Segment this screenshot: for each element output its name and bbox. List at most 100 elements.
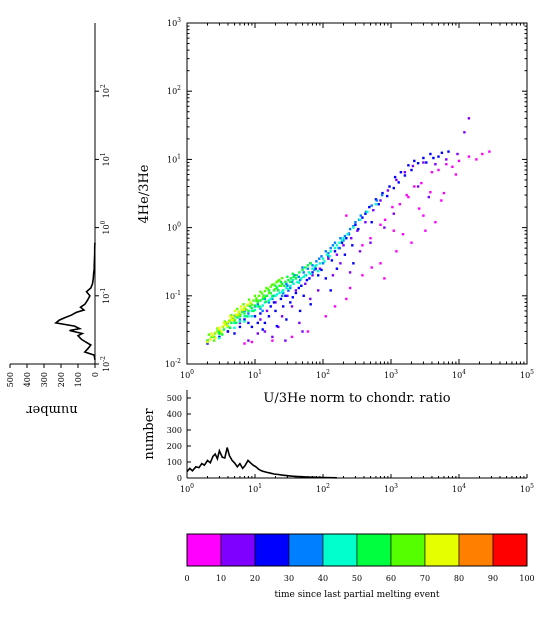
scatter-point [247, 312, 250, 315]
scatter-point [256, 305, 259, 308]
scatter-point [377, 203, 380, 206]
scatter-point [298, 271, 301, 274]
scatter-point [277, 325, 280, 329]
scatter-point [388, 185, 391, 188]
left-hist-y-tick-label: 10-2 [100, 356, 111, 372]
scatter-point [271, 339, 274, 342]
scatter-point [381, 191, 384, 195]
bottom-hist-line [186, 447, 337, 479]
scatter-point [333, 246, 337, 250]
scatter-point [293, 274, 296, 277]
scatter-point [333, 305, 337, 308]
scatter-point [335, 253, 339, 256]
scatter-point [259, 306, 262, 309]
scatter-point [222, 321, 226, 325]
scatter-point [292, 275, 295, 278]
scatter-point [407, 164, 410, 167]
scatter-point [440, 199, 443, 202]
scatter-point [244, 308, 248, 311]
scatter-point [257, 294, 261, 297]
scatter-point [352, 225, 355, 228]
scatter-point [247, 298, 251, 301]
scatter-point [275, 324, 279, 328]
scatter-point [440, 151, 444, 154]
scatter-point [339, 262, 342, 265]
scatter-point [333, 241, 337, 244]
main-y-tick-label: 103 [167, 17, 181, 28]
scatter-point [424, 229, 427, 232]
scatter-point [275, 293, 279, 296]
scatter-point [228, 326, 232, 329]
scatter-point [229, 318, 232, 321]
scatter-point [298, 309, 302, 313]
scatter-point [236, 316, 239, 319]
left-hist-y-tick-label: 10-1 [100, 288, 111, 304]
scatter-point [286, 284, 289, 287]
bottom-hist-y-tick-label: 0 [177, 474, 182, 483]
colorbar-cell [424, 533, 460, 567]
scatter-point [267, 315, 271, 318]
scatter-point [315, 264, 318, 267]
scatter-point [239, 313, 242, 316]
scatter-point [233, 318, 236, 322]
scatter-point [245, 315, 248, 318]
scatter-point [267, 301, 271, 304]
scatter-point [235, 321, 238, 325]
scatter-point [306, 267, 310, 270]
scatter-point [318, 267, 322, 270]
scatter-point [434, 163, 437, 166]
scatter-point [481, 152, 484, 156]
scatter-point [250, 303, 254, 306]
scatter-point [302, 294, 305, 297]
scatter-point [369, 241, 372, 244]
scatter-point [274, 284, 277, 287]
scatter-point [348, 271, 352, 274]
scatter-point [231, 318, 234, 322]
scatter-point [340, 241, 344, 244]
scatter-point [247, 339, 250, 342]
scatter-point [206, 340, 209, 344]
scatter-point [380, 193, 384, 197]
scatter-point [239, 305, 243, 308]
bottom-hist-x-tick-label: 103 [384, 483, 398, 494]
scatter-point [346, 233, 349, 236]
scatter-point [374, 203, 378, 206]
scatter-point [269, 285, 272, 288]
scatter-point [287, 288, 290, 291]
scatter-point [218, 336, 221, 340]
scatter-point [357, 227, 360, 231]
scatter-point [236, 307, 239, 311]
scatter-point [294, 289, 298, 292]
bottom-hist-x-tick-label: 104 [452, 483, 466, 494]
main-x-tick-label: 101 [248, 369, 262, 380]
scatter-point [343, 234, 347, 238]
left-hist-x-tick-label: 500 [6, 372, 15, 387]
scatter-point [290, 335, 294, 339]
scatter-point [401, 233, 405, 236]
scatter-point [221, 325, 224, 329]
scatter-point [280, 315, 284, 318]
colorbar-tick-label: 20 [250, 574, 260, 583]
colorbar-cell [254, 533, 290, 567]
scatter-point [386, 194, 389, 198]
colorbar-cell [220, 533, 256, 567]
scatter-point [228, 315, 232, 318]
scatter-point [233, 332, 236, 335]
scatter-point [383, 218, 387, 221]
scatter-point [422, 161, 425, 164]
scatter-point [253, 308, 257, 312]
bottom-hist-y-tick-label: 200 [167, 442, 182, 451]
scatter-point [280, 282, 284, 285]
scatter-point [269, 291, 272, 295]
colorbar-frame [186, 533, 528, 567]
scatter-point [413, 185, 416, 188]
scatter-point [243, 306, 246, 309]
left-hist-y-tick-label: 100 [100, 220, 111, 234]
scatter-point [259, 312, 262, 315]
scatter-point [338, 241, 341, 244]
scatter-point [220, 330, 223, 333]
scatter-point [383, 277, 386, 280]
scatter-point [273, 288, 277, 291]
